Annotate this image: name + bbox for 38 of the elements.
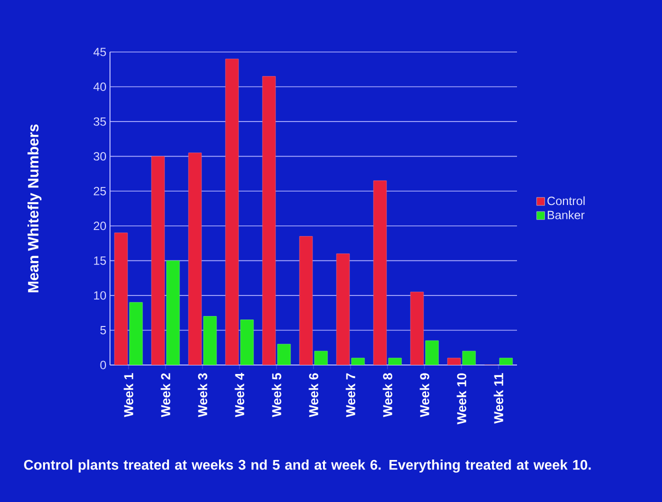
y-axis-title: Mean Whitefly Numbers — [28, 124, 42, 292]
x-tick-label: Week 5 — [272, 373, 282, 418]
y-tick-label: 10 — [94, 291, 106, 300]
bar — [336, 254, 350, 365]
x-tick-label: Week 7 — [346, 373, 356, 418]
x-tick-label: Week 11 — [494, 373, 504, 424]
y-tick-label: 15 — [94, 256, 106, 265]
bar — [225, 58, 239, 365]
bar — [166, 260, 180, 365]
bar — [410, 292, 424, 365]
bar — [240, 320, 254, 365]
x-tick-label: Week 3 — [198, 373, 208, 418]
x-tick-label: Week 6 — [308, 373, 318, 418]
y-tick-label: 25 — [94, 186, 106, 196]
legend-label: Banker — [548, 210, 585, 220]
bar — [299, 236, 313, 365]
bar — [151, 156, 165, 365]
bar — [129, 302, 143, 365]
bar — [262, 76, 276, 365]
x-tick-label: Week 1 — [124, 373, 134, 418]
y-tick-label: 35 — [94, 117, 106, 126]
y-tick-label: 5 — [100, 326, 106, 334]
legend-label: Control — [547, 196, 585, 206]
y-tick-label: 20 — [94, 222, 106, 230]
y-tick-label: 0 — [100, 360, 106, 370]
bar — [188, 152, 202, 365]
bar — [373, 180, 387, 365]
x-tick-label: Week 2 — [160, 373, 170, 418]
x-tick-label: Week 8 — [382, 373, 392, 418]
bar — [203, 316, 217, 365]
y-tick-label: 40 — [93, 82, 106, 92]
x-tick-label: Week 10 — [456, 373, 466, 424]
y-tick-label: 45 — [93, 48, 106, 56]
bar — [114, 232, 128, 365]
text: Control plants treated at weeks 3 nd 5 and at week 6. Everything treated at week 10. — [24, 460, 591, 473]
y-tick-label: 30 — [94, 152, 106, 161]
x-tick-label: Week 4 — [234, 372, 244, 418]
x-tick-label: Week 9 — [420, 373, 430, 418]
